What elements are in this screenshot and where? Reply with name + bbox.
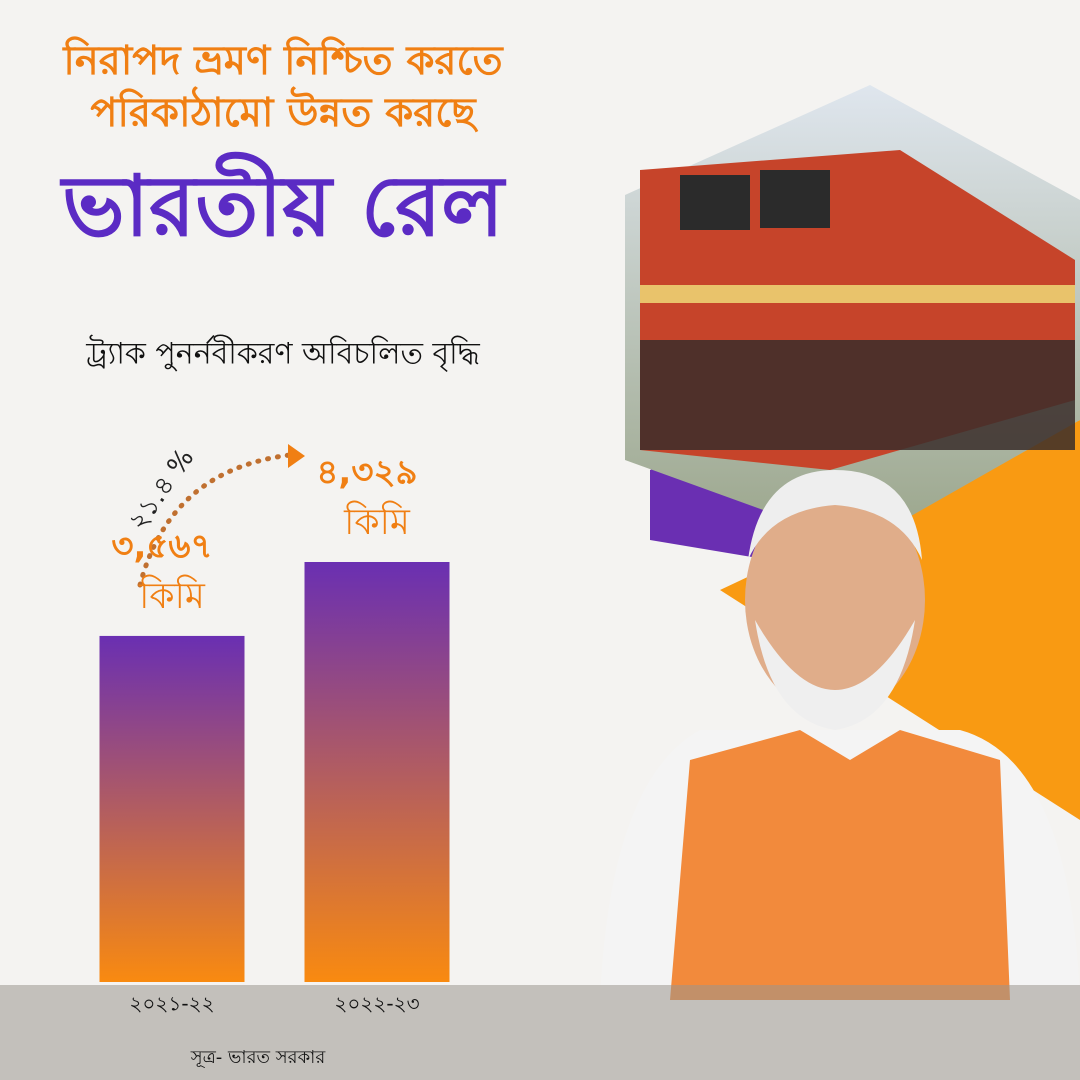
value-unit: কিমি [343,501,411,543]
arrow-head [288,444,305,468]
subtitle: ট্র্যাক পুনর্নবীকরণ অবিচলিত বৃদ্ধি [85,335,481,373]
headline: ভারতীয় রেল [59,151,506,255]
title-line: পরিকাঠামো উন্নত করছে [90,86,478,136]
growth-arrow [137,452,293,588]
x-tick-label: ২০২১-২২ [129,992,214,1016]
tracks-ground [0,985,1080,1080]
source: সূত্র- ভারত সরকার [190,1047,327,1068]
person-photo [600,470,1080,1000]
bar [304,562,450,982]
train-photo [625,85,1080,545]
value-unit: কিমি [138,575,206,617]
bar [99,635,245,982]
bar-chart: ৩,৫৬৭ কিমি ২০২১-২২ ৪,৩২৯ কিমি ২০২২-২৩ [99,453,450,1016]
x-tick-label: ২০২২-২৩ [334,992,419,1016]
value-label: ৪,৩২৯ [316,453,417,493]
title-line: নিরাপদ ভ্রমণ নিশ্চিত করতে [61,36,504,84]
value-label: ৩,৫৬৭ [111,526,212,566]
